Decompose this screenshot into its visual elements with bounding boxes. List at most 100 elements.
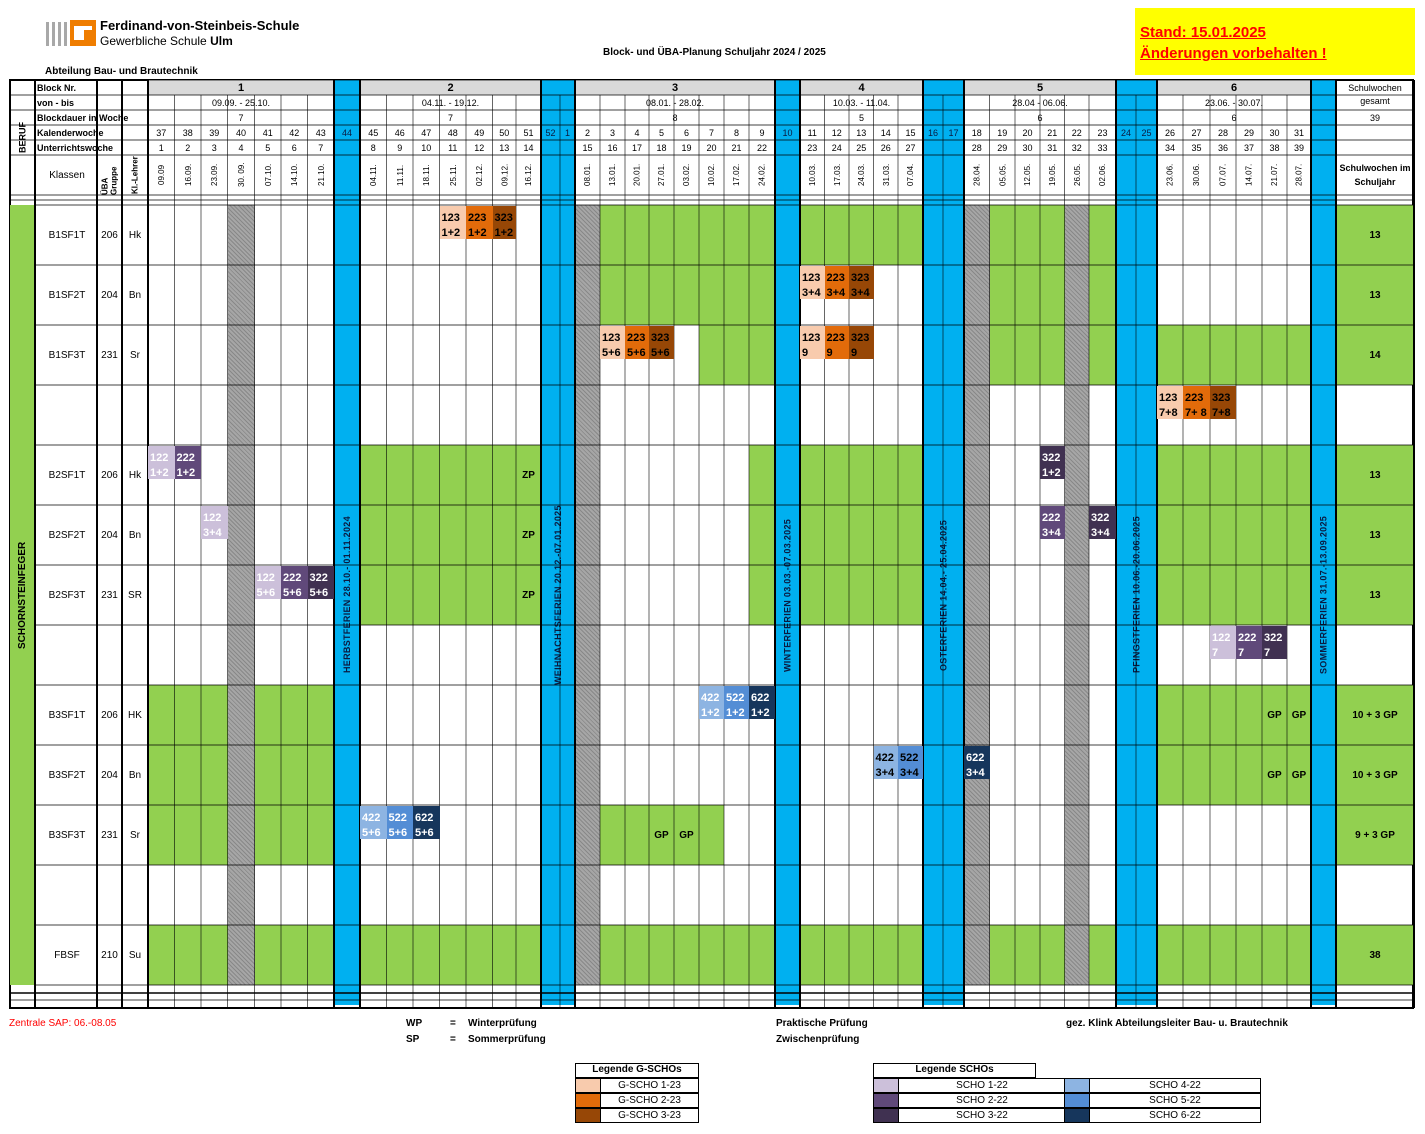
legend-item: SCHO 6-22 [1089,1108,1261,1123]
teaching-week: 10 [421,142,432,153]
class-teacher: Hk [128,469,142,481]
school-weeks-total: 13 [1369,589,1381,601]
group-cell: 123 3+4 [802,272,821,299]
class-name [37,865,97,925]
uba-group: 206 [101,709,118,721]
group-cell-bg [649,326,674,359]
exam-marker: ZP [522,469,535,481]
calendar-week: 38 [182,127,193,138]
vacation-label: WINTERFERIEN 03.03.-07.03.2025 [782,518,793,672]
school-subtitle-city: Ulm [210,34,233,48]
legend-item: G-SCHO 2-23 [600,1093,699,1108]
school-block [699,325,775,385]
sap-note: Zentrale SAP: 06.-08.05 [9,1018,117,1029]
school-weeks-total: 13 [1369,469,1381,481]
vacation-header-cell [334,80,360,195]
legend-item: SCHO 2-22 [898,1093,1066,1108]
uba-group: 231 [101,349,118,361]
calendar-week: 29 [1243,127,1254,138]
legend-swatch-gscho2 [575,1093,601,1108]
legend-swatch-gscho1 [575,1078,601,1093]
total-cell-bg [1336,565,1414,625]
group-cell: 522 1+2 [726,692,745,719]
school-weeks-total: 9 + 3 GP [1355,829,1395,841]
school-block [800,925,923,985]
wp-text: Winterprüfung [468,1018,537,1029]
teaching-week: 33 [1097,142,1108,153]
vacation-header-cell [560,80,575,195]
exam-marker: GP [1267,769,1282,781]
week-date: 31.03. [881,163,891,187]
school-subtitle-prefix: Gewerbliche Schule [100,34,207,48]
week-date: 28.07. [1294,163,1304,187]
week-date: 19.05. [1047,163,1057,187]
label-block-nr: Block Nr. [37,82,77,93]
group-cell-bg [1157,386,1183,419]
week-date: 02.12. [474,163,484,187]
week-date: 09.09 [156,164,166,186]
legend-g-title: Legende G-SCHOs [575,1063,699,1078]
teaching-week: 28 [971,142,982,153]
beruf-label: SCHORNSTEINFEGER [17,541,28,649]
group-cell: 622 1+2 [751,692,770,719]
legend-item: G-SCHO 3-23 [600,1108,699,1123]
total-cell-bg [1336,505,1414,565]
class-teacher: Sr [130,829,140,841]
class-name: B3SF3T [48,829,86,841]
block-range: 08.01. - 28.02. [645,97,705,108]
week-date: 07.04. [906,163,915,187]
group-cell: 622 5+6 [415,812,434,839]
teaching-week: 29 [997,142,1008,153]
uba-group: 206 [101,469,118,481]
block-nr-cell [360,80,541,95]
label-beruf: BERUF [17,122,28,153]
school-weeks-total [1336,385,1414,445]
calendar-week: 16 [927,127,938,138]
teaching-week: 32 [1071,142,1082,153]
group-cell: 222 3+4 [1042,512,1061,539]
teaching-week: 2 [185,142,191,153]
class-name [37,385,97,445]
class-teacher: Hk [128,229,142,241]
school-block [360,925,541,985]
vacation-label: SOMMERFERIEN 31.07.-13.09.2025 [1318,515,1329,675]
group-cell-bg [439,206,466,239]
teaching-week: 36 [1217,142,1228,153]
week-date: 28.04. [972,163,982,187]
group-cell: 422 3+4 [875,752,895,779]
calendar-week: 21 [1047,127,1058,138]
school-weeks-total: 10 + 3 GP [1352,709,1398,721]
legend-swatch-scho3 [873,1108,899,1123]
group-cell: 123 7+8 [1159,392,1178,419]
class-name: B2SF2T [48,529,86,541]
group-cell: 222 5+6 [283,572,302,599]
uba-group: 204 [101,289,118,301]
calendar-week: 40 [235,127,246,138]
block-duration: 6 [1037,112,1043,123]
calendar-week: 37 [156,127,167,138]
week-date: 05.05. [997,163,1007,187]
legend-swatch-scho2 [873,1093,899,1108]
school-block [749,445,775,625]
week-date: 27.01. [657,163,666,187]
teaching-week: 16 [607,142,618,153]
exam-marker: GP [1291,709,1307,721]
school-block [800,205,923,265]
group-cell: 622 3+4 [966,752,985,779]
group-cell: 223 5+6 [627,332,646,359]
teaching-week: 11 [448,142,458,153]
school-weeks-total: 10 + 3 GP [1352,769,1398,781]
block-nr-cell [575,80,775,95]
group-cell: 122 3+4 [203,512,222,539]
total-cell-bg [1336,805,1414,865]
school-name: Ferdinand-von-Steinbeis-Schule [100,18,300,33]
group-cell: 522 5+6 [388,812,408,839]
group-cell: 322 1+2 [1042,452,1061,479]
teaching-week: 9 [397,142,403,153]
uba-group: 204 [101,769,118,781]
calendar-week: 31 [1293,127,1304,138]
calendar-week: 47 [421,127,432,138]
uba-group: 206 [101,229,118,241]
class-teacher: Sr [130,349,140,361]
calendar-week: 27 [1191,127,1202,138]
